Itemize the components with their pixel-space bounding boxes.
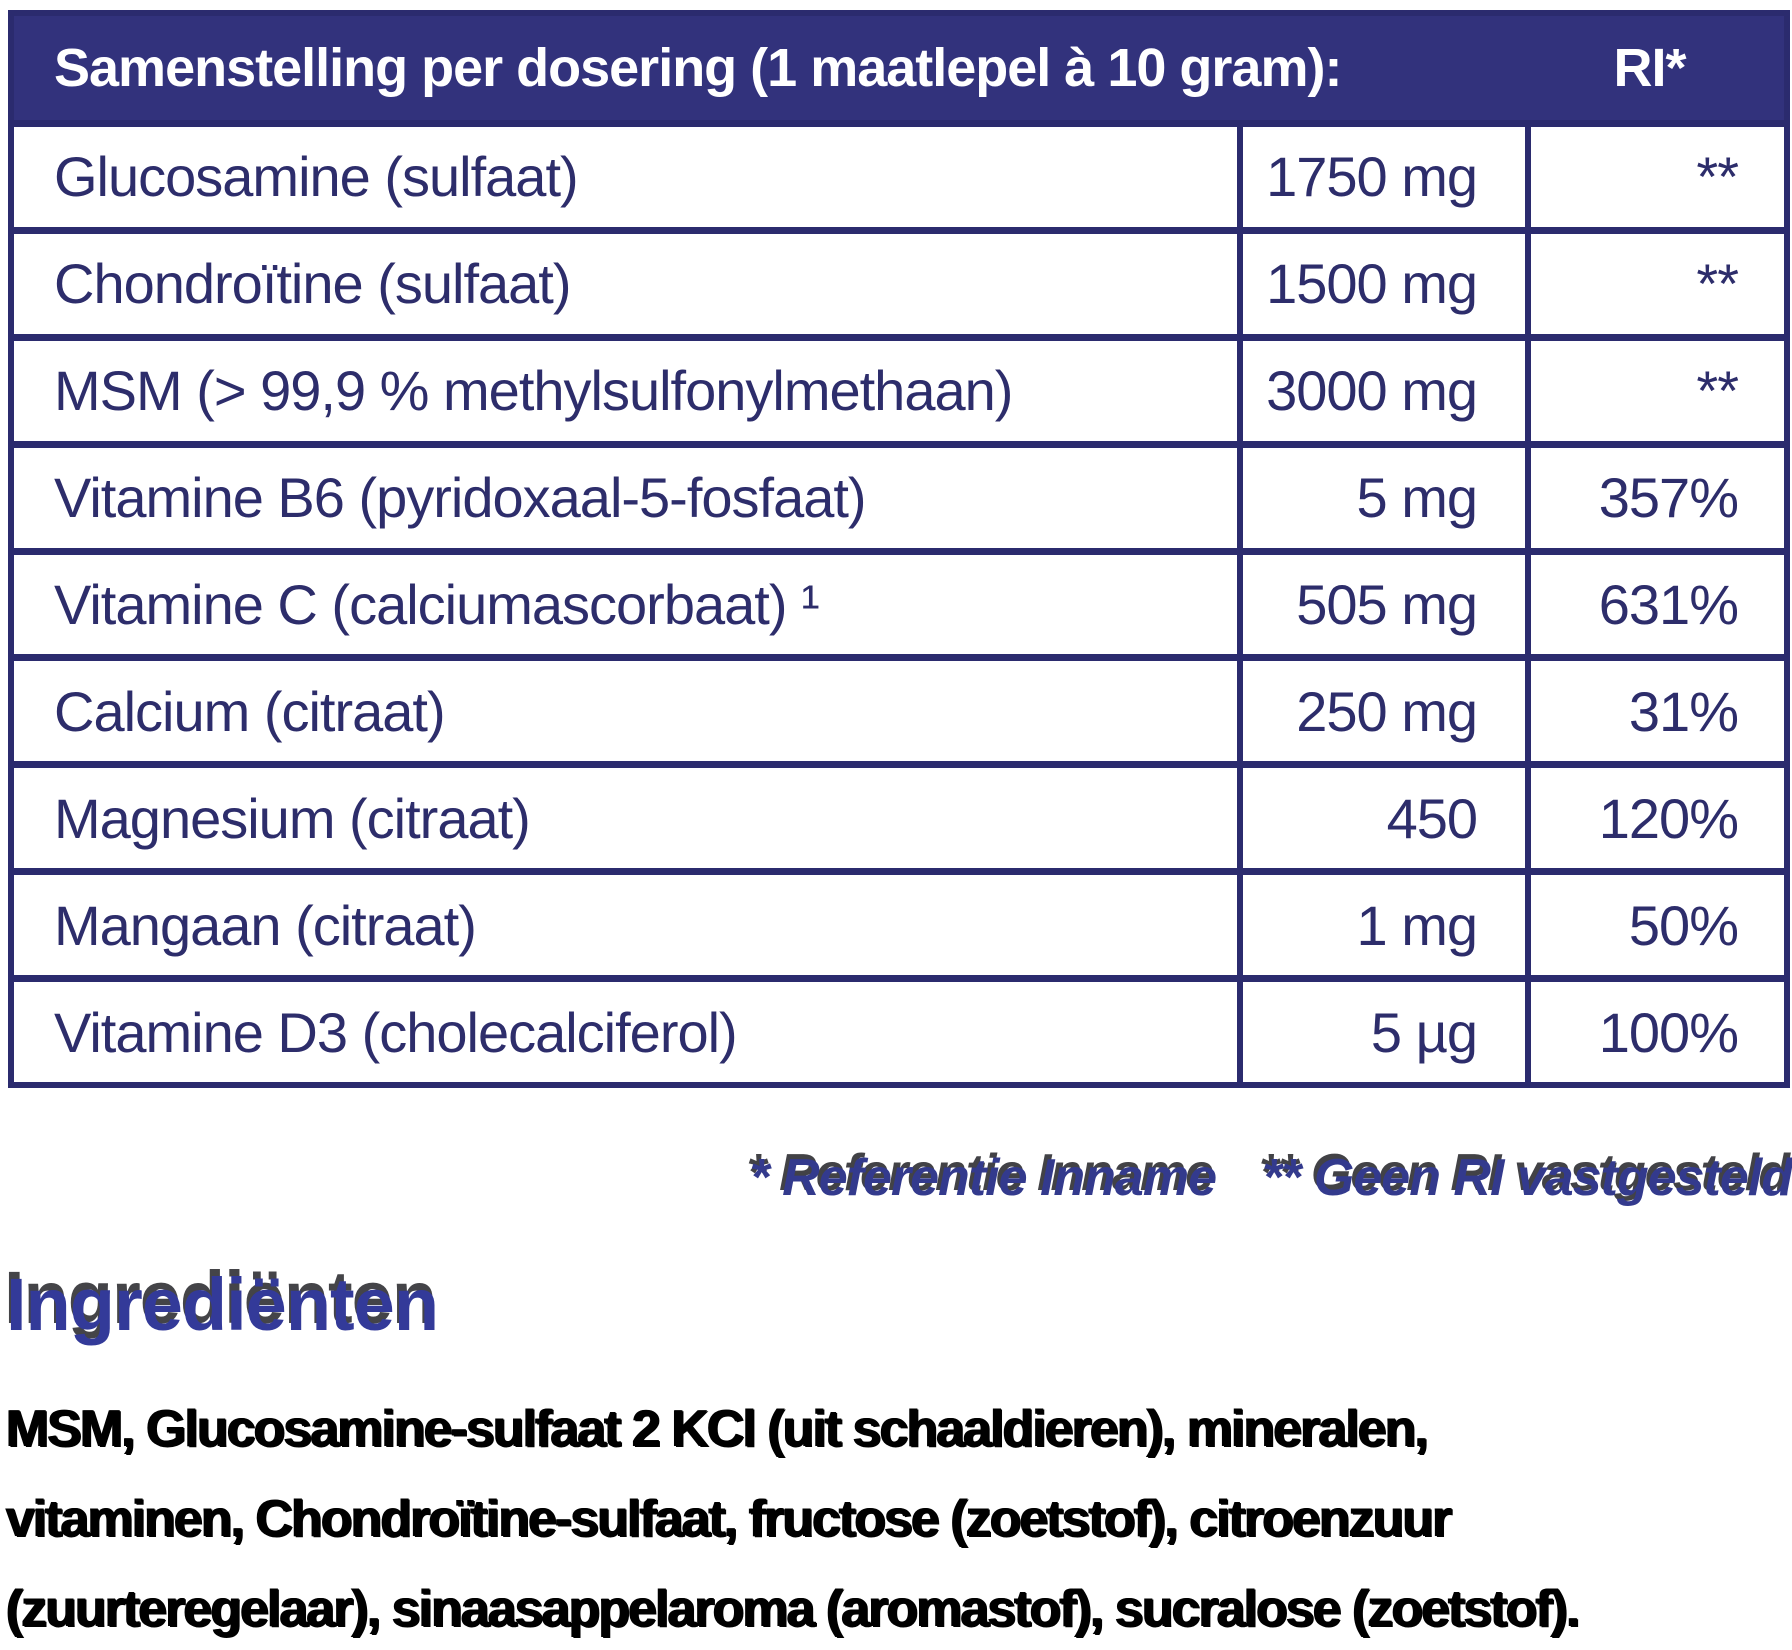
nutrient-name: MSM (> 99,9 % methylsulfonylmethaan) [54,359,1013,423]
nutrient-amount: 1500 mg [1237,233,1525,334]
nutrient-ri: 631% [1525,554,1784,655]
nutrient-amount: 505 mg [1237,554,1525,655]
nutrient-ri: 100% [1525,982,1784,1083]
table-row: Mangaan (citraat) 1 mg 50% [14,868,1784,976]
ingredients-line: vitaminen, Chondroïtine-sulfaat, fructos… [6,1490,1453,1548]
nutrient-name: Vitamine B6 (pyridoxaal-5-fosfaat) [54,466,867,530]
nutrient-amount: 1750 mg [1237,127,1525,227]
nutrient-ri: ** [1525,340,1784,441]
table-row: Vitamine D3 (cholecalciferol) 5 µg 100% [14,975,1784,1083]
ingredients-heading: Ingrediënten [6,1263,439,1346]
nutrient-ri: 120% [1525,768,1784,869]
nutrient-name: Glucosamine (sulfaat) [54,145,579,209]
nutrient-name: Mangaan (citraat) [54,893,477,957]
footnotes: * Referentie Inname ** Geen RI vastgeste… [750,1148,1792,1208]
nutrient-ri: 357% [1525,447,1784,548]
nutrient-amount: 1 mg [1237,875,1525,976]
nutrient-amount: 5 mg [1237,447,1525,548]
nutrient-amount: 5 µg [1237,982,1525,1083]
ingredients-line: MSM, Glucosamine-sulfaat 2 KCl (uit scha… [6,1400,1429,1458]
nutrient-ri: ** [1525,127,1784,227]
table-row: Vitamine B6 (pyridoxaal-5-fosfaat) 5 mg … [14,440,1784,548]
nutrient-ri: ** [1525,233,1784,334]
nutrient-name: Vitamine C (calciumascorbaat) ¹ [54,573,820,636]
nutrient-amount: 3000 mg [1237,340,1525,441]
table-row: MSM (> 99,9 % methylsulfonylmethaan) 300… [14,333,1784,441]
nutrient-name: Vitamine D3 (cholecalciferol) [54,1000,738,1064]
table-header-title: Samenstelling per dosering (1 maatlepel … [54,38,1342,98]
ingredients-line: (zuurteregelaar), sinaasappelaroma (arom… [6,1580,1581,1638]
table-header: Samenstelling per dosering (1 maatlepel … [14,16,1784,120]
footnote-geen-ri: ** Geen RI vastgesteld [1262,1149,1792,1207]
nutrient-name: Magnesium (citraat) [54,786,531,850]
ingredients-text: MSM, Glucosamine-sulfaat 2 KCl (uit scha… [6,1384,1790,1650]
nutrient-amount: 250 mg [1237,661,1525,762]
footnote-referentie-inname: * Referentie Inname [749,1149,1217,1207]
nutrient-ri: 31% [1525,661,1784,762]
nutrient-amount: 450 [1237,768,1525,869]
table-row: Vitamine C (calciumascorbaat) ¹ 505 mg 6… [14,547,1784,655]
composition-table: Samenstelling per dosering (1 maatlepel … [8,10,1790,1088]
table-header-ri-label: RI* [1613,38,1686,98]
nutrient-name: Chondroïtine (sulfaat) [54,252,572,316]
table-row: Chondroïtine (sulfaat) 1500 mg ** [14,226,1784,334]
nutrient-ri: 50% [1525,875,1784,976]
table-row: Glucosamine (sulfaat) 1750 mg ** [14,120,1784,227]
table-row: Magnesium (citraat) 450 120% [14,761,1784,869]
table-row: Calcium (citraat) 250 mg 31% [14,654,1784,762]
nutrient-name: Calcium (citraat) [54,679,446,743]
